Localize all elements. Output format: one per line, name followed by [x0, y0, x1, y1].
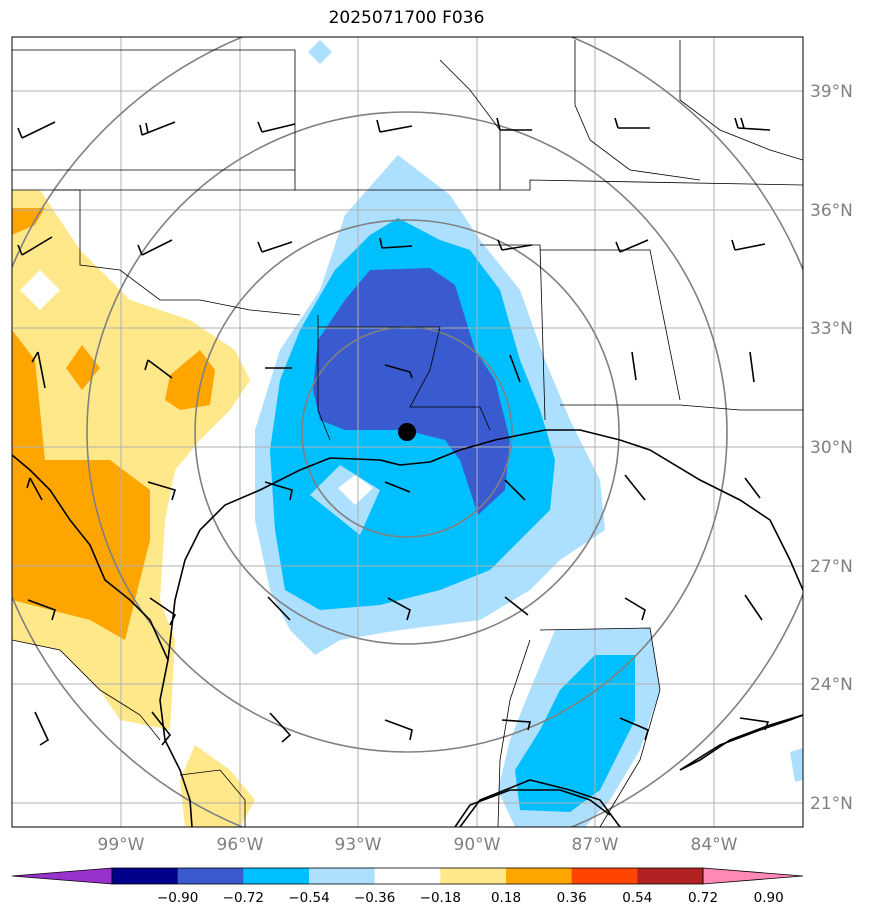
yucatan-coast [454, 789, 611, 827]
wind-barbs [17, 117, 771, 746]
lon-label: 93°W [335, 835, 382, 855]
colorbar-tick-label: −0.72 [223, 890, 264, 906]
contour-small-blue-east [790, 748, 803, 782]
lon-label: 90°W [454, 835, 501, 855]
colorbar-tick-label: −0.90 [157, 890, 198, 906]
colorbar-extend-low [11, 867, 113, 885]
lon-label: 87°W [572, 835, 619, 855]
colorbar-segment [177, 868, 244, 884]
colorbar-tick-label: 0.18 [491, 890, 521, 906]
colorbar-segment [309, 868, 376, 884]
colorbar-tick-label: 0.36 [557, 890, 587, 906]
colorbar-segment [506, 868, 573, 884]
map-title: 2025071700 F036 [328, 8, 485, 28]
lon-label: 84°W [691, 835, 738, 855]
colorbar-tick-label: 0.90 [754, 890, 784, 906]
lat-label: 30°N [810, 438, 853, 458]
longitude-labels: 99°W 96°W 93°W 90°W 87°W 84°W [98, 835, 738, 855]
storm-center-dot [398, 423, 416, 441]
lat-label: 24°N [810, 675, 853, 695]
colorbar-segment [374, 868, 441, 884]
lat-label: 36°N [810, 201, 853, 221]
lat-label: 33°N [810, 319, 853, 339]
graticule [12, 37, 803, 827]
lat-label: 21°N [810, 794, 853, 814]
colorbar-extend-high [702, 867, 804, 885]
contour-cool-054 [313, 268, 510, 515]
colorbar-tick-label: −0.36 [354, 890, 395, 906]
map-frame [11, 36, 804, 828]
gulf-coastline [12, 429, 803, 827]
contour-warm-054-diamond [66, 345, 100, 390]
lat-label: 39°N [810, 82, 853, 102]
colorbar-segment [112, 868, 179, 884]
colorbar-tick-label: 0.72 [688, 890, 718, 906]
cuba-coast [679, 714, 803, 771]
contour-white-hole [20, 270, 60, 310]
contour-warm-054-blob [165, 350, 215, 410]
colorbar-outline [111, 867, 704, 885]
contour-gulf-036 [515, 655, 635, 812]
contour-small-blue-north [308, 40, 332, 64]
lat-label: 27°N [810, 557, 853, 577]
lon-label: 96°W [217, 835, 264, 855]
colorbar-tick-label: −0.18 [420, 890, 461, 906]
map-plot-area [12, 37, 803, 827]
colorbar: −0.90 −0.72 −0.54 −0.36 −0.18 0.18 0.36 0.54 0.7… [11, 867, 804, 906]
contour-hole-white [338, 475, 373, 505]
range-rings [12, 37, 803, 827]
contour-warm-054-box [12, 208, 45, 235]
colorbar-segment [571, 868, 638, 884]
latitude-labels: 39°N 36°N 33°N 30°N 27°N 24°N 21°N [810, 82, 853, 814]
lon-label: 99°W [98, 835, 145, 855]
state-borders [12, 40, 803, 827]
colorbar-segment [243, 868, 310, 884]
colorbar-tick-label: 0.54 [622, 890, 652, 906]
colorbar-tick-label: −0.54 [288, 890, 329, 906]
colorbar-segment [637, 868, 704, 884]
colorbar-segment [440, 868, 507, 884]
